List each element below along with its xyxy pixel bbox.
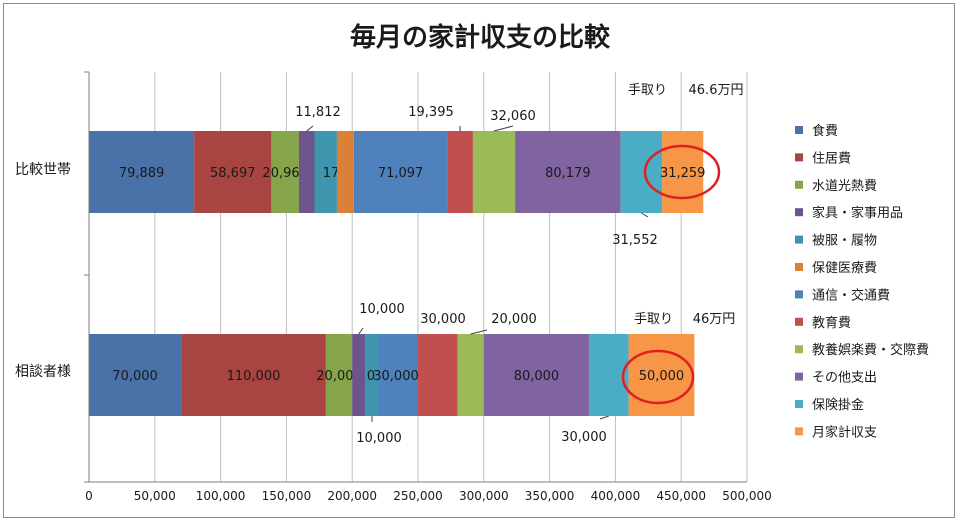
data-label-1-10: 30,000 (561, 430, 607, 445)
bar-0-2 (271, 131, 299, 213)
data-label-0-10: 31,552 (612, 233, 658, 248)
data-label-0-2: 20,964 (262, 166, 308, 181)
data-label-1-8: 20,000 (491, 312, 537, 327)
category-label-1: 相談者様 (15, 364, 71, 380)
x-tick-label-5: 250,000 (393, 489, 443, 503)
bar-0-4 (314, 131, 337, 213)
bar-1-4 (365, 334, 379, 416)
data-label-1-3: 10,000 (359, 302, 405, 317)
category-label-0: 比較世帯 (15, 162, 71, 178)
bar-0-6 (353, 131, 448, 213)
data-label-1-4: 10,000 (356, 431, 402, 446)
bar-1-7 (418, 334, 458, 416)
legend-swatch-5 (795, 263, 803, 271)
bar-1-6 (378, 334, 418, 416)
legend-swatch-6 (795, 290, 803, 299)
x-tick-label-4: 200,000 (327, 489, 377, 503)
bar-0-3 (298, 131, 315, 213)
data-label-0-11: 31,259 (660, 166, 706, 181)
leader-line-0-10 (641, 212, 649, 218)
bar-0-7 (447, 131, 473, 213)
bar-0-5 (336, 131, 354, 213)
data-label-0-7: 19,395 (408, 105, 454, 120)
legend-label-6: 通信・交通費 (812, 287, 890, 303)
data-label-1-7: 30,000 (420, 312, 466, 327)
data-label-1-6: 30,000 (373, 369, 419, 384)
bar-1-9 (483, 334, 590, 416)
x-tick-label-1: 50,000 (134, 489, 176, 503)
legend-label-7: 教育費 (812, 315, 851, 331)
legend-label-0: 食費 (812, 123, 838, 139)
annotation-value-1: 46万円 (693, 312, 736, 327)
x-tick-label-3: 150,000 (262, 489, 312, 503)
legend-label-5: 保健医療費 (812, 261, 877, 276)
bar-1-8 (457, 334, 484, 416)
bar-0-0 (89, 131, 195, 213)
highlight-circle-1 (621, 349, 695, 405)
legend-swatch-1 (795, 153, 803, 162)
highlight-circle-0 (643, 144, 721, 200)
x-tick-label-7: 350,000 (525, 489, 575, 503)
legend-swatch-3 (795, 208, 803, 217)
bar-0-8 (472, 131, 516, 213)
legend-label-3: 家具・家事用品 (812, 205, 903, 221)
x-tick-label-2: 100,000 (196, 489, 246, 503)
legend-swatch-4 (795, 235, 803, 244)
legend-swatch-11 (795, 427, 803, 436)
legend-swatch-2 (795, 180, 803, 189)
data-label-0-9: 80,179 (545, 166, 591, 181)
legend-swatch-10 (795, 400, 803, 408)
data-label-1-5: 0 (367, 369, 375, 384)
data-label-0-8: 32,060 (490, 109, 536, 124)
legend-label-10: 保険掛金 (812, 397, 864, 413)
data-label-1-0: 70,000 (112, 369, 158, 384)
bar-1-1 (181, 334, 326, 416)
legend-swatch-9 (795, 372, 803, 381)
data-label-1-11: 50,000 (639, 369, 685, 384)
legend-label-4: 被服・履物 (812, 234, 877, 249)
chart-title: 毎月の家計収支の比較 (350, 22, 611, 53)
bar-1-2 (325, 334, 353, 416)
bar-1-3 (352, 334, 366, 416)
data-label-0-0: 79,889 (119, 166, 165, 181)
data-label-0-3: 11,812 (295, 105, 341, 120)
legend-label-9: その他支出 (812, 371, 877, 386)
legend-label-1: 住居費 (812, 151, 851, 166)
x-tick-label-0: 0 (85, 489, 93, 503)
bar-0-11 (662, 131, 704, 213)
legend-swatch-0 (795, 126, 803, 134)
legend-label-2: 水道光熱費 (812, 179, 877, 194)
annotation-label-0: 手取り (628, 83, 667, 98)
bar-0-1 (194, 131, 272, 213)
data-label-1-1: 110,000 (227, 369, 281, 384)
bar-0-9 (515, 131, 621, 213)
data-label-1-2: 20,000 (316, 369, 362, 384)
leader-line-0-3 (306, 125, 314, 132)
legend-label-11: 月家計収支 (812, 424, 877, 440)
data-label-0-1: 58,697 (210, 166, 256, 181)
legend-label-8: 教養娯楽費・交際費 (812, 342, 929, 358)
bar-1-0 (89, 334, 182, 416)
x-tick-label-10: 500,000 (722, 489, 772, 503)
leader-line-1-3 (358, 327, 364, 335)
leader-line-1-8 (470, 329, 488, 335)
x-tick-label-6: 300,000 (459, 489, 509, 503)
leader-line-0-8 (493, 125, 514, 132)
legend-swatch-8 (795, 345, 803, 354)
x-tick-label-8: 400,000 (591, 489, 641, 503)
bar-0-10 (620, 131, 663, 213)
leader-line-1-10 (599, 415, 609, 420)
legend-swatch-7 (795, 317, 803, 326)
annotation-value-0: 46.6万円 (689, 83, 744, 98)
annotation-label-1: 手取り (634, 312, 673, 327)
x-tick-label-9: 450,000 (656, 489, 706, 503)
data-label-0-6: 71,097 (378, 166, 424, 181)
data-label-1-9: 80,000 (514, 369, 560, 384)
